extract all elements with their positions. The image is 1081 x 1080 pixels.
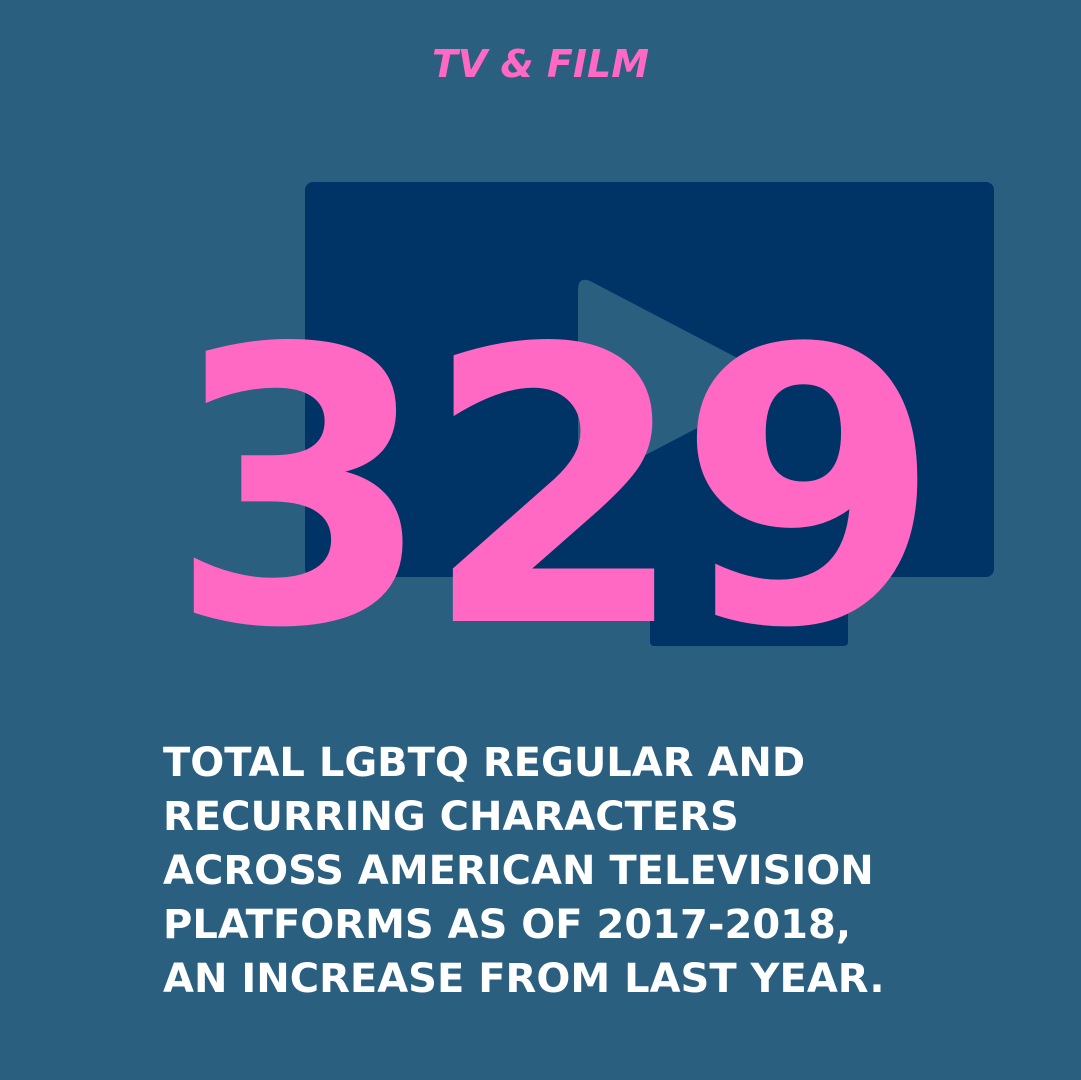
caption-line: PLATFORMS AS OF 2017-2018, — [163, 902, 852, 948]
caption-line: RECURRING CHARACTERS — [163, 794, 739, 840]
caption-line: ACROSS AMERICAN TELEVISION — [163, 848, 874, 894]
play-button — [578, 279, 776, 486]
caption: TOTAL LGBTQ REGULAR AND RECURRING CHARAC… — [163, 736, 983, 1006]
kicker: TV & FILM — [431, 42, 650, 86]
caption-line: TOTAL LGBTQ REGULAR AND — [163, 740, 806, 786]
caption-line: AN INCREASE FROM LAST YEAR. — [163, 956, 885, 1002]
stand — [650, 570, 848, 646]
stat-number: 329 — [168, 268, 941, 711]
